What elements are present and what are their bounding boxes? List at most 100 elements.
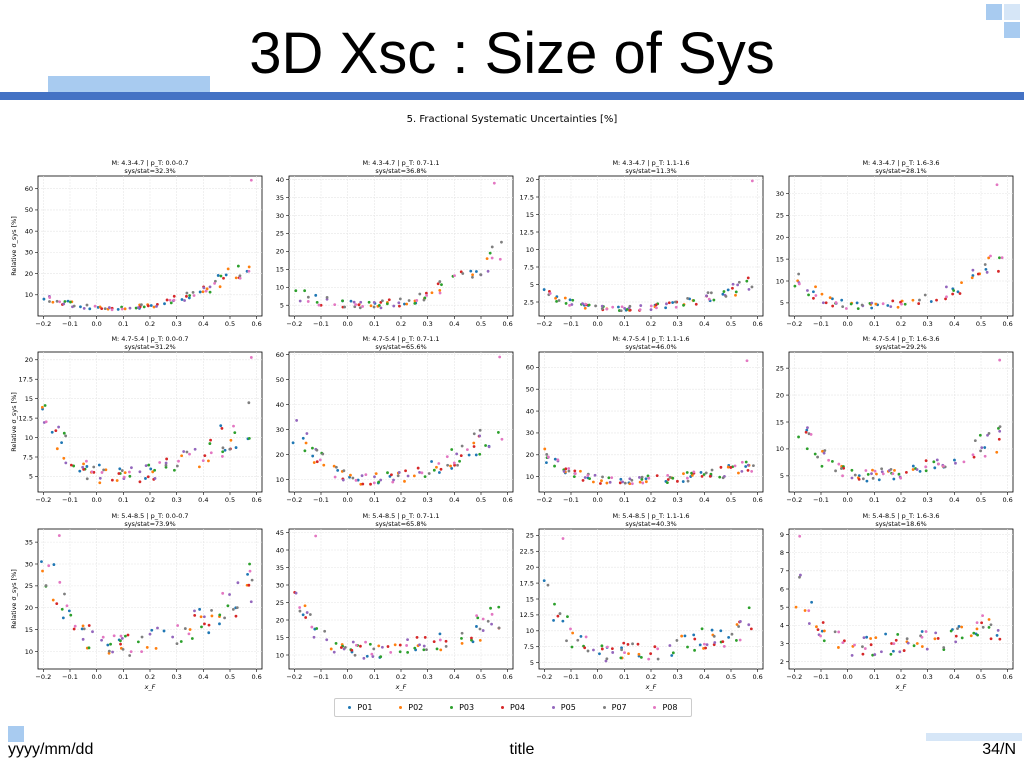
y-tick-label: 17.5 [520, 579, 534, 587]
data-point-P07 [372, 647, 376, 651]
data-point-P01 [311, 454, 315, 458]
data-point-P04 [676, 479, 679, 483]
data-point-P08 [425, 293, 429, 297]
data-point-P03 [386, 471, 389, 475]
data-point-P08 [204, 289, 208, 293]
data-point-P03 [476, 616, 480, 620]
data-point-P03 [972, 631, 976, 635]
data-point-P05 [638, 476, 641, 479]
data-point-P05 [487, 445, 491, 449]
x-tick-label: −0.1 [563, 673, 579, 681]
data-point-P04 [804, 430, 808, 434]
data-point-P01 [918, 469, 922, 473]
data-point-P02 [322, 463, 326, 467]
data-point-P07 [737, 625, 741, 628]
y-axis-label: Relative σ_sys [%] [10, 216, 18, 276]
data-point-P04 [424, 291, 428, 295]
data-point-peak [561, 537, 565, 540]
x-tick-label: −0.1 [563, 320, 579, 328]
data-point-P01 [721, 292, 725, 296]
data-point-P02 [152, 305, 156, 309]
data-point-P08 [192, 294, 196, 297]
data-point-P08 [873, 469, 877, 473]
data-point-P01 [727, 635, 731, 639]
data-point-P04 [924, 459, 928, 463]
data-point-P04 [453, 463, 456, 467]
y-tick-label: 9 [780, 531, 784, 539]
data-point-P08 [370, 652, 374, 656]
data-point-P01 [561, 619, 565, 623]
data-point-P08 [584, 635, 588, 639]
data-point-P07 [497, 626, 501, 630]
data-point-P05 [128, 306, 132, 310]
data-point-P02 [62, 456, 66, 460]
data-point-P03 [385, 302, 389, 306]
x-tick-label: −0.2 [786, 673, 802, 681]
y-tick-label: 25 [776, 364, 784, 372]
data-point-P04 [622, 641, 626, 645]
data-point-P02 [349, 473, 352, 477]
data-point-P02 [960, 281, 963, 285]
data-point-P03 [587, 303, 591, 307]
data-point-P04 [165, 298, 169, 302]
data-point-P07 [853, 473, 857, 477]
data-point-P05 [581, 302, 584, 306]
data-point-P01 [234, 446, 238, 449]
data-point-P03 [450, 448, 454, 451]
x-tick-label: 0.3 [422, 320, 432, 328]
y-tick-label: 30 [276, 581, 284, 589]
data-point-P05 [62, 302, 66, 306]
data-point-P02 [960, 625, 964, 629]
data-point-P07 [987, 432, 991, 435]
x-tick-label: 0.2 [646, 320, 656, 328]
x-tick-label: 0.1 [118, 496, 128, 504]
data-point-P07 [889, 467, 893, 471]
y-tick-label: 12.5 [520, 611, 534, 619]
data-point-P02 [460, 641, 464, 645]
data-point-P03 [712, 298, 716, 302]
data-point-P04 [812, 296, 815, 300]
data-point-P08 [666, 473, 670, 477]
legend-marker [551, 706, 555, 709]
data-point-P03 [398, 650, 402, 654]
data-point-P03 [315, 301, 319, 304]
data-point-P08 [881, 302, 885, 306]
legend-marker [450, 706, 454, 709]
data-point-P02 [210, 614, 214, 618]
data-point-P03 [478, 452, 482, 456]
data-point-P05 [406, 638, 409, 641]
data-point-P05 [312, 635, 316, 639]
data-point-P07 [675, 639, 679, 642]
data-point-P07 [128, 654, 132, 657]
x-tick-label: 0.1 [869, 320, 879, 328]
data-point-P08 [841, 641, 845, 644]
data-point-P05 [998, 429, 1002, 433]
data-point-P08 [827, 458, 831, 462]
data-point-P01 [598, 652, 601, 656]
data-point-P04 [207, 623, 211, 627]
data-point-P04 [386, 645, 390, 648]
data-point-P04 [359, 644, 362, 648]
data-point-P08 [364, 640, 367, 644]
x-tick-label: 0.2 [145, 496, 155, 504]
data-point-P04 [989, 637, 993, 641]
data-point-P07 [223, 616, 227, 620]
data-point-P07 [64, 434, 68, 438]
data-point-P01 [619, 477, 623, 481]
data-point-P03 [896, 633, 900, 636]
data-point-P07 [628, 304, 632, 308]
y-tick-label: 50 [276, 376, 284, 384]
data-point-P01 [664, 306, 668, 310]
data-point-P08 [490, 256, 494, 260]
data-point-P08 [606, 645, 609, 649]
x-tick-label: 0.1 [869, 673, 879, 681]
data-point-P03 [377, 304, 381, 307]
data-point-P04 [816, 628, 820, 632]
data-point-P01 [971, 274, 975, 277]
data-point-P03 [553, 464, 556, 468]
data-point-P04 [361, 482, 365, 486]
x-tick-label: 0.6 [502, 496, 512, 504]
data-point-P01 [223, 448, 227, 452]
data-point-P08 [920, 635, 924, 639]
